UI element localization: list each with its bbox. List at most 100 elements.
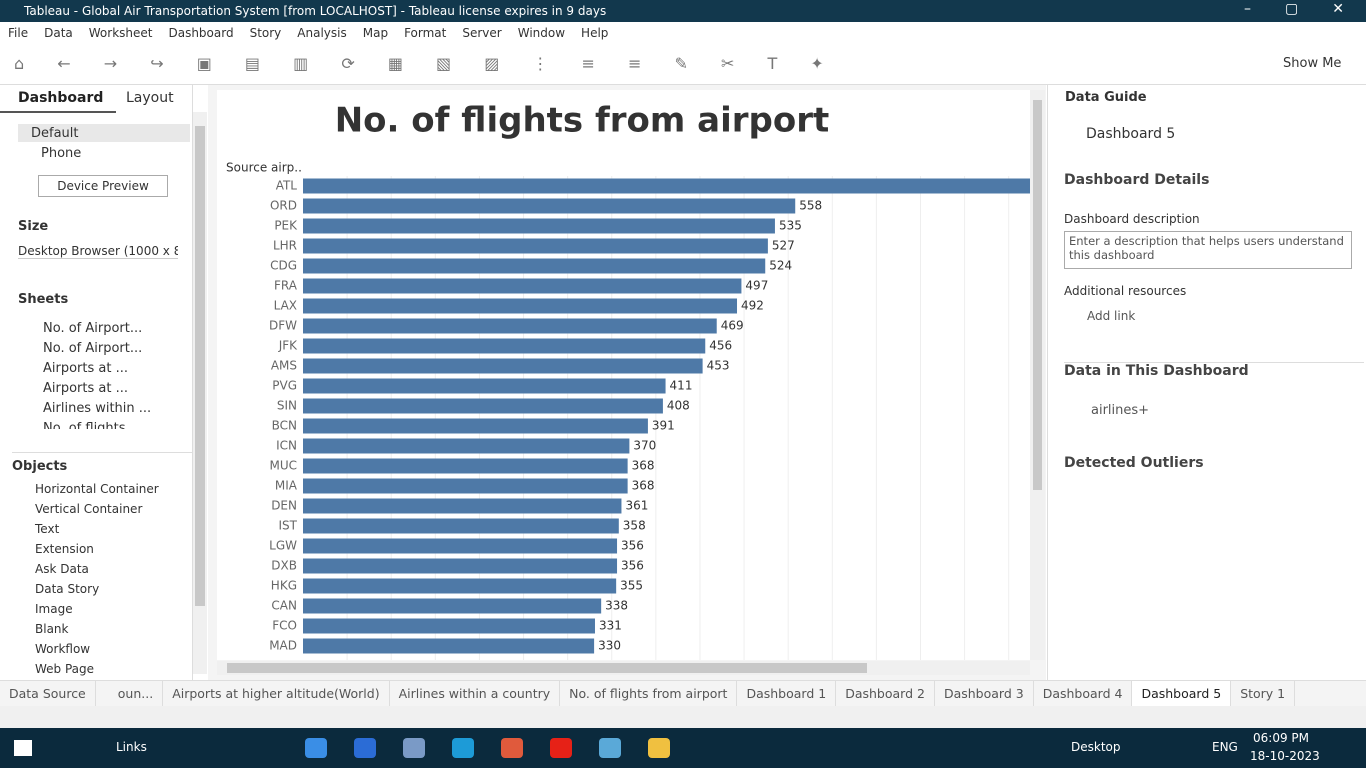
value-label: 411 <box>670 379 693 393</box>
value-label: 368 <box>632 459 655 473</box>
sheet-item[interactable]: Airlines within ... <box>43 401 152 416</box>
taskbar-app[interactable] <box>403 738 425 758</box>
time: 06:09 PM <box>1253 731 1309 745</box>
bar <box>303 298 738 314</box>
add-link[interactable]: Add link <box>1087 309 1136 323</box>
category-label: ATL <box>276 179 298 193</box>
menu-item[interactable]: Story <box>249 26 282 40</box>
panel-tab[interactable]: Layout <box>126 90 174 106</box>
object-item[interactable]: Extension <box>35 542 94 556</box>
menu-item[interactable]: Server <box>462 26 502 40</box>
sheet-tab[interactable]: Dashboard 4 <box>1034 681 1133 706</box>
chart-title: No. of flights from airport <box>335 101 830 141</box>
menu-item[interactable]: Dashboard <box>168 26 234 40</box>
section-title[interactable]: Detected Outliers <box>1064 455 1204 471</box>
value-label: 355 <box>620 579 643 593</box>
taskbar-app[interactable] <box>648 738 670 758</box>
value-label: 492 <box>741 299 764 313</box>
category-label: FCO <box>272 619 297 633</box>
category-label: ORD <box>270 199 297 213</box>
taskbar-app[interactable] <box>501 738 523 758</box>
menu-item[interactable]: Format <box>404 26 447 40</box>
value-label: 370 <box>633 439 656 453</box>
category-label: HKG <box>271 579 297 593</box>
value-label: 356 <box>621 559 644 573</box>
panel-tab[interactable]: Dashboard <box>18 90 104 106</box>
menu-item[interactable]: Window <box>517 26 566 40</box>
window-controls[interactable]: –▢✕ <box>1244 1 1366 17</box>
section-title[interactable]: Dashboard Details <box>1064 172 1210 188</box>
device-preview-button[interactable]: Device Preview <box>38 175 168 197</box>
menu-item[interactable]: Help <box>581 26 609 40</box>
bar <box>303 618 595 634</box>
value-label: 469 <box>721 319 744 333</box>
start[interactable] <box>14 740 32 756</box>
object-item[interactable]: Ask Data <box>35 562 89 576</box>
sheet-tab[interactable]: Airlines within a country <box>390 681 561 706</box>
object-item[interactable]: Workflow <box>35 642 91 656</box>
section-title[interactable]: Data in This Dashboard <box>1064 362 1364 379</box>
menu-item[interactable]: File <box>8 26 29 40</box>
bar <box>303 458 628 474</box>
toolbar-icons[interactable]: ⌂ ← → ↪ ▣ ▤ ▥ ⟳ ▦ ▧ ▨ ⋮ ≡ ≡ ✎ ✂ T ✦ <box>14 54 838 73</box>
menu-item[interactable]: Map <box>362 26 389 40</box>
sheet-item[interactable]: No. of flights <box>43 421 126 429</box>
sheet-tab[interactable]: Data Source <box>0 681 96 706</box>
object-item[interactable]: Vertical Container <box>35 502 143 516</box>
sheet-item[interactable]: No. of Airport... <box>43 341 143 356</box>
value-label: 524 <box>769 259 792 273</box>
sheet-tab[interactable]: Dashboard 1 <box>737 681 837 706</box>
category-label: PEK <box>274 219 298 233</box>
bar <box>303 238 768 254</box>
device-item[interactable]: Default <box>31 126 79 141</box>
taskbar-app[interactable] <box>599 738 621 758</box>
object-item[interactable]: Image <box>35 602 73 616</box>
menu-item[interactable]: Analysis <box>297 26 347 40</box>
taskbar-app[interactable] <box>305 738 327 758</box>
bar <box>303 538 618 554</box>
object-item[interactable]: Data Story <box>35 582 100 596</box>
object-item[interactable]: Blank <box>35 622 69 636</box>
menu-item[interactable]: Data <box>44 26 73 40</box>
bar <box>303 178 1030 194</box>
bar <box>303 258 766 274</box>
bar <box>303 598 602 614</box>
tab-bar: Data Source oun... Airports at higher alti… <box>0 680 1366 706</box>
taskbar-app[interactable] <box>550 738 572 758</box>
value-label: 331 <box>599 619 622 633</box>
category-label: CDG <box>270 259 297 273</box>
object-item[interactable]: Web Page <box>35 662 95 676</box>
show-me[interactable]: Show Me <box>1283 56 1342 71</box>
menu-item[interactable]: Worksheet <box>88 26 153 40</box>
sheet-tab[interactable]: oun... <box>96 681 164 706</box>
sheet-tab[interactable]: Dashboard 2 <box>836 681 935 706</box>
taskbar-app[interactable] <box>354 738 376 758</box>
sheet-tab[interactable]: Story 1 <box>1231 681 1296 706</box>
device-item[interactable]: Phone <box>41 146 82 161</box>
dashboard-name: Dashboard 5 <box>1086 126 1176 142</box>
links[interactable]: Links <box>116 740 147 754</box>
sheet-item[interactable]: Airports at ... <box>43 381 128 396</box>
desktop[interactable]: Desktop <box>1071 740 1121 754</box>
category-label: AMS <box>271 359 297 373</box>
sheet-tab[interactable]: Dashboard 5 <box>1132 681 1232 706</box>
category-label: SIN <box>277 399 297 413</box>
sheet-item[interactable]: Airports at ... <box>43 361 128 376</box>
data-source[interactable]: airlines+ <box>1091 403 1150 418</box>
sheet-tab[interactable]: No. of flights from airport <box>560 681 738 706</box>
section-label: Objects <box>12 452 192 474</box>
object-item[interactable]: Text <box>35 522 60 536</box>
field-label: Additional resources <box>1064 284 1187 298</box>
size-select[interactable]: Desktop Browser (1000 x 8... <box>18 244 178 259</box>
value-label: 497 <box>745 279 768 293</box>
sheet-tab[interactable]: Airports at higher altitude(World) <box>163 681 390 706</box>
category-label: DEN <box>271 499 297 513</box>
category-label: IST <box>279 519 298 533</box>
category-label: LGW <box>269 539 297 553</box>
sheet-item[interactable]: No. of Airport... <box>43 321 143 336</box>
sheet-tab[interactable]: Dashboard 3 <box>935 681 1034 706</box>
object-item[interactable]: Horizontal Container <box>35 482 159 496</box>
taskbar-app[interactable] <box>452 738 474 758</box>
bar <box>303 478 628 494</box>
description-input[interactable]: Enter a description that helps users und… <box>1064 231 1352 269</box>
